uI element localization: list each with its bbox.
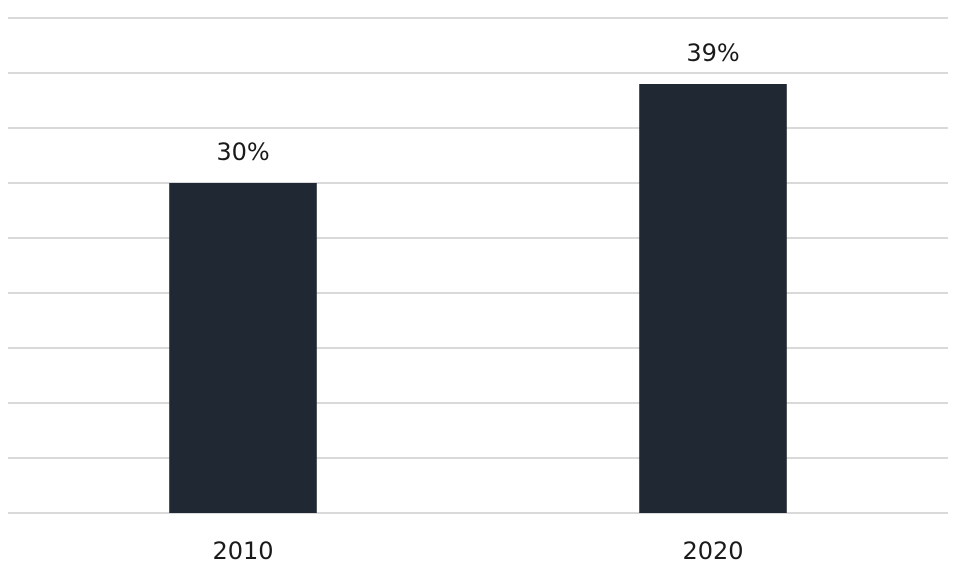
data-label: 30% — [216, 138, 269, 166]
bar — [169, 183, 317, 513]
bar — [639, 84, 787, 513]
data-label: 39% — [686, 39, 739, 67]
x-tick-label: 2010 — [212, 537, 273, 565]
x-tick-label: 2020 — [682, 537, 743, 565]
